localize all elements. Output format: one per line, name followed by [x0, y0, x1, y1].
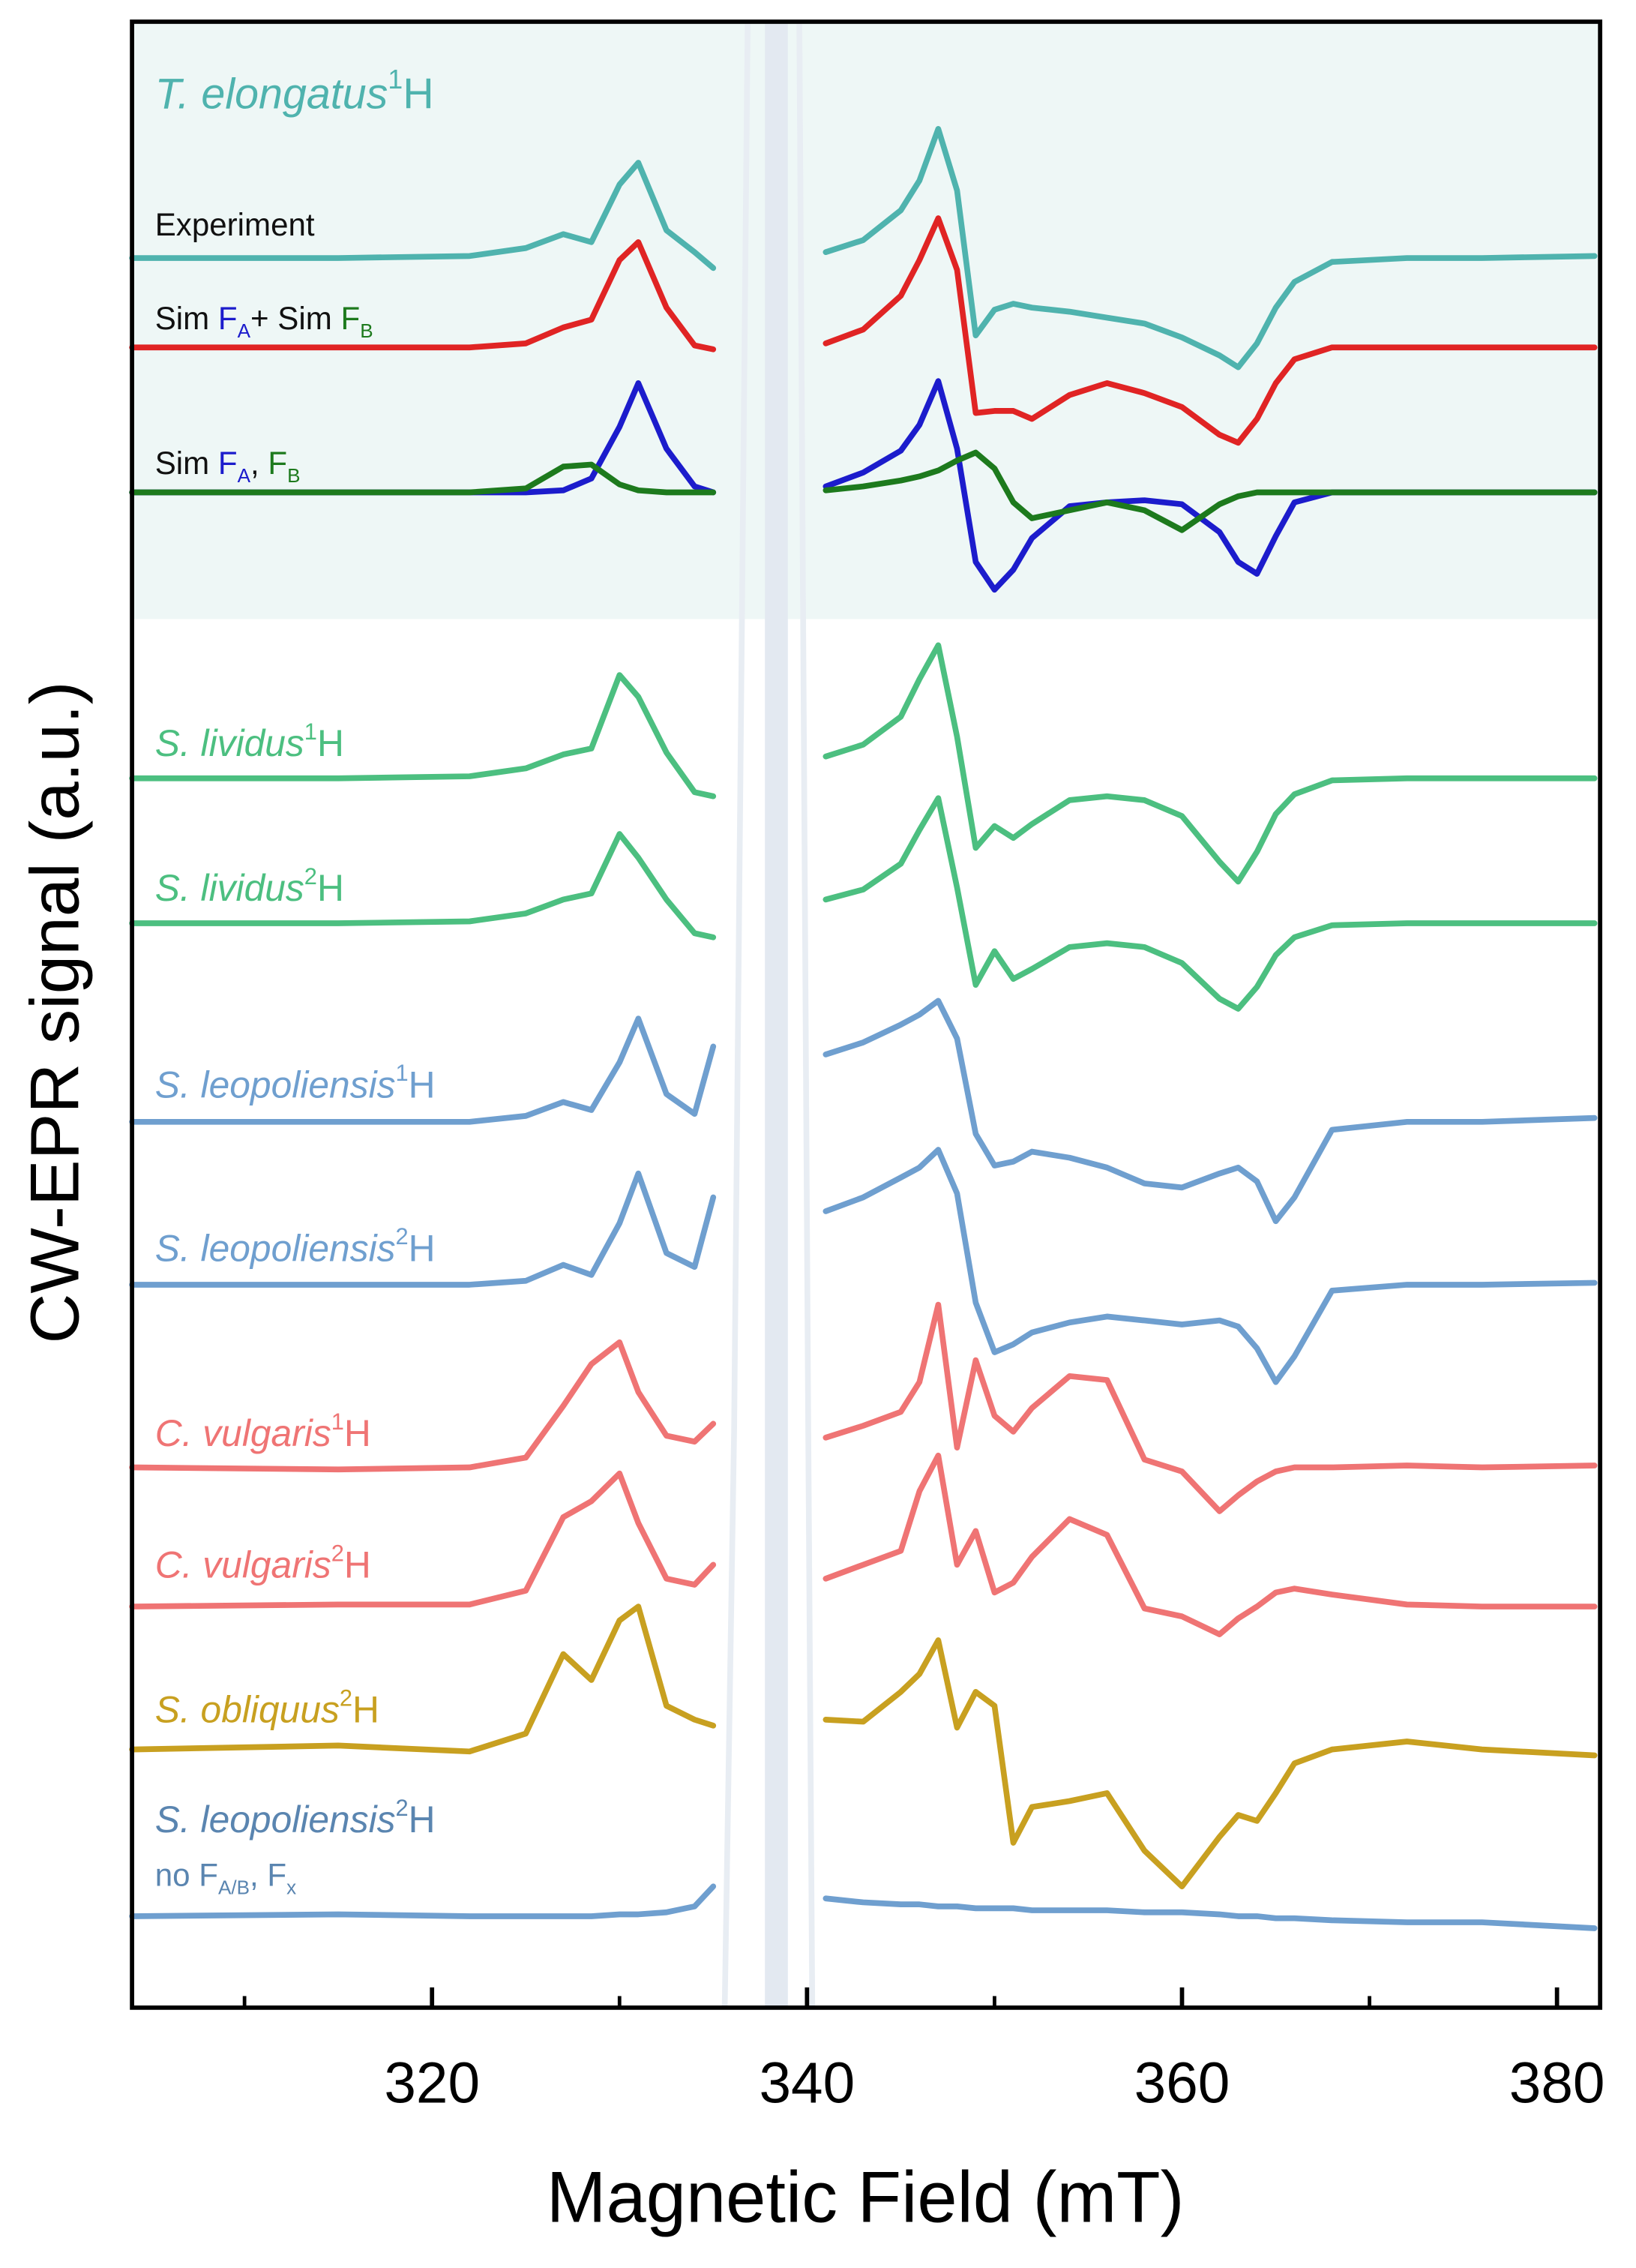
trace-label: T. elongatus1H: [155, 64, 434, 118]
trace: [129, 998, 1598, 1225]
label-part: , F: [250, 1857, 286, 1892]
label-part: 1: [304, 718, 317, 745]
label-part: B: [287, 464, 300, 487]
label-part: 1: [388, 64, 403, 94]
trace-label: Sim FA+ Sim FB: [155, 301, 373, 342]
y-axis-title: CW-EPR signal (a.u.): [16, 681, 94, 1343]
center-band: [765, 21, 788, 2008]
label-part: H: [409, 1227, 436, 1269]
label-part: Sim: [155, 301, 218, 336]
trace-label: S. leopoliensis2H: [155, 1223, 436, 1270]
label-part: H: [352, 1688, 379, 1730]
label-part: S. lividus: [155, 867, 304, 909]
label-part: A/B: [218, 1876, 250, 1898]
label-part: x: [286, 1876, 296, 1898]
trace: [129, 1883, 1598, 1931]
label-part: 2: [340, 1684, 352, 1711]
label-part: C. vulgaris: [155, 1544, 331, 1586]
trace: [129, 1452, 1598, 1637]
label-part: Experiment: [155, 207, 315, 242]
label-part: H: [344, 1412, 371, 1454]
label-part: H: [344, 1544, 371, 1586]
label-part: ,: [250, 446, 268, 481]
label-part: B: [360, 320, 373, 342]
trace-label: Experiment: [155, 207, 315, 242]
label-part: A: [238, 464, 251, 487]
x-tick-label: 340: [759, 2050, 855, 2115]
x-tick-label: 360: [1134, 2050, 1230, 2115]
reference-panel: [132, 21, 1601, 620]
label-part: F: [268, 446, 287, 481]
trace-label: C. vulgaris2H: [155, 1540, 371, 1586]
label-part: F: [218, 301, 238, 336]
trace: [129, 1301, 1598, 1514]
label-part: F: [340, 301, 360, 336]
label-part: S. obliquus: [155, 1688, 340, 1730]
label-part: 2: [331, 1540, 344, 1566]
trace: [129, 449, 1598, 533]
label-part: S. leopoliensis: [155, 1798, 396, 1840]
trace-label: S. obliquus2H: [155, 1684, 379, 1731]
label-part: T. elongatus: [155, 70, 388, 118]
trace-label: S. lividus2H: [155, 863, 344, 910]
label-part: H: [409, 1064, 436, 1106]
x-axis-title: Magnetic Field (mT): [547, 2157, 1185, 2237]
label-part: S. leopoliensis: [155, 1064, 396, 1106]
label-part: no F: [155, 1857, 218, 1892]
trace-label: S. leopoliensis2H: [155, 1795, 436, 1841]
trace: [129, 642, 1598, 885]
label-part: S. leopoliensis: [155, 1227, 396, 1269]
label-part: 2: [304, 863, 317, 890]
plot-frame: [130, 20, 1603, 2010]
label-part: 1: [331, 1408, 344, 1435]
label-part: H: [317, 867, 344, 909]
trace-label: S. lividus1H: [155, 718, 344, 765]
label-part: H: [317, 722, 344, 764]
trace-label: S. leopoliensis1H: [155, 1060, 436, 1106]
plot-area: [129, 125, 1598, 1931]
label-part: S. lividus: [155, 722, 304, 764]
label-part: 2: [396, 1795, 409, 1821]
trace: [129, 795, 1598, 1012]
trace-label: Sim FA, FB: [155, 446, 301, 487]
label-part: Sim: [155, 446, 218, 481]
x-tick-label: 320: [384, 2050, 480, 2115]
label-part: H: [409, 1798, 436, 1840]
trace-label: C. vulgaris1H: [155, 1408, 371, 1455]
label-part: F: [218, 446, 238, 481]
label-part: + Sim: [250, 301, 340, 336]
x-tick-label: 380: [1509, 2050, 1605, 2115]
trace: [129, 125, 1598, 370]
center-signal: [721, 21, 816, 2008]
trace-label: no FA/B, Fx: [155, 1857, 296, 1898]
trace: [129, 1147, 1598, 1385]
label-part: 2: [396, 1223, 409, 1250]
label-part: A: [238, 320, 251, 342]
label-part: C. vulgaris: [155, 1412, 331, 1454]
label-part: 1: [396, 1060, 409, 1086]
label-part: H: [403, 70, 433, 118]
trace: [129, 1604, 1598, 1890]
trace: [129, 215, 1598, 446]
